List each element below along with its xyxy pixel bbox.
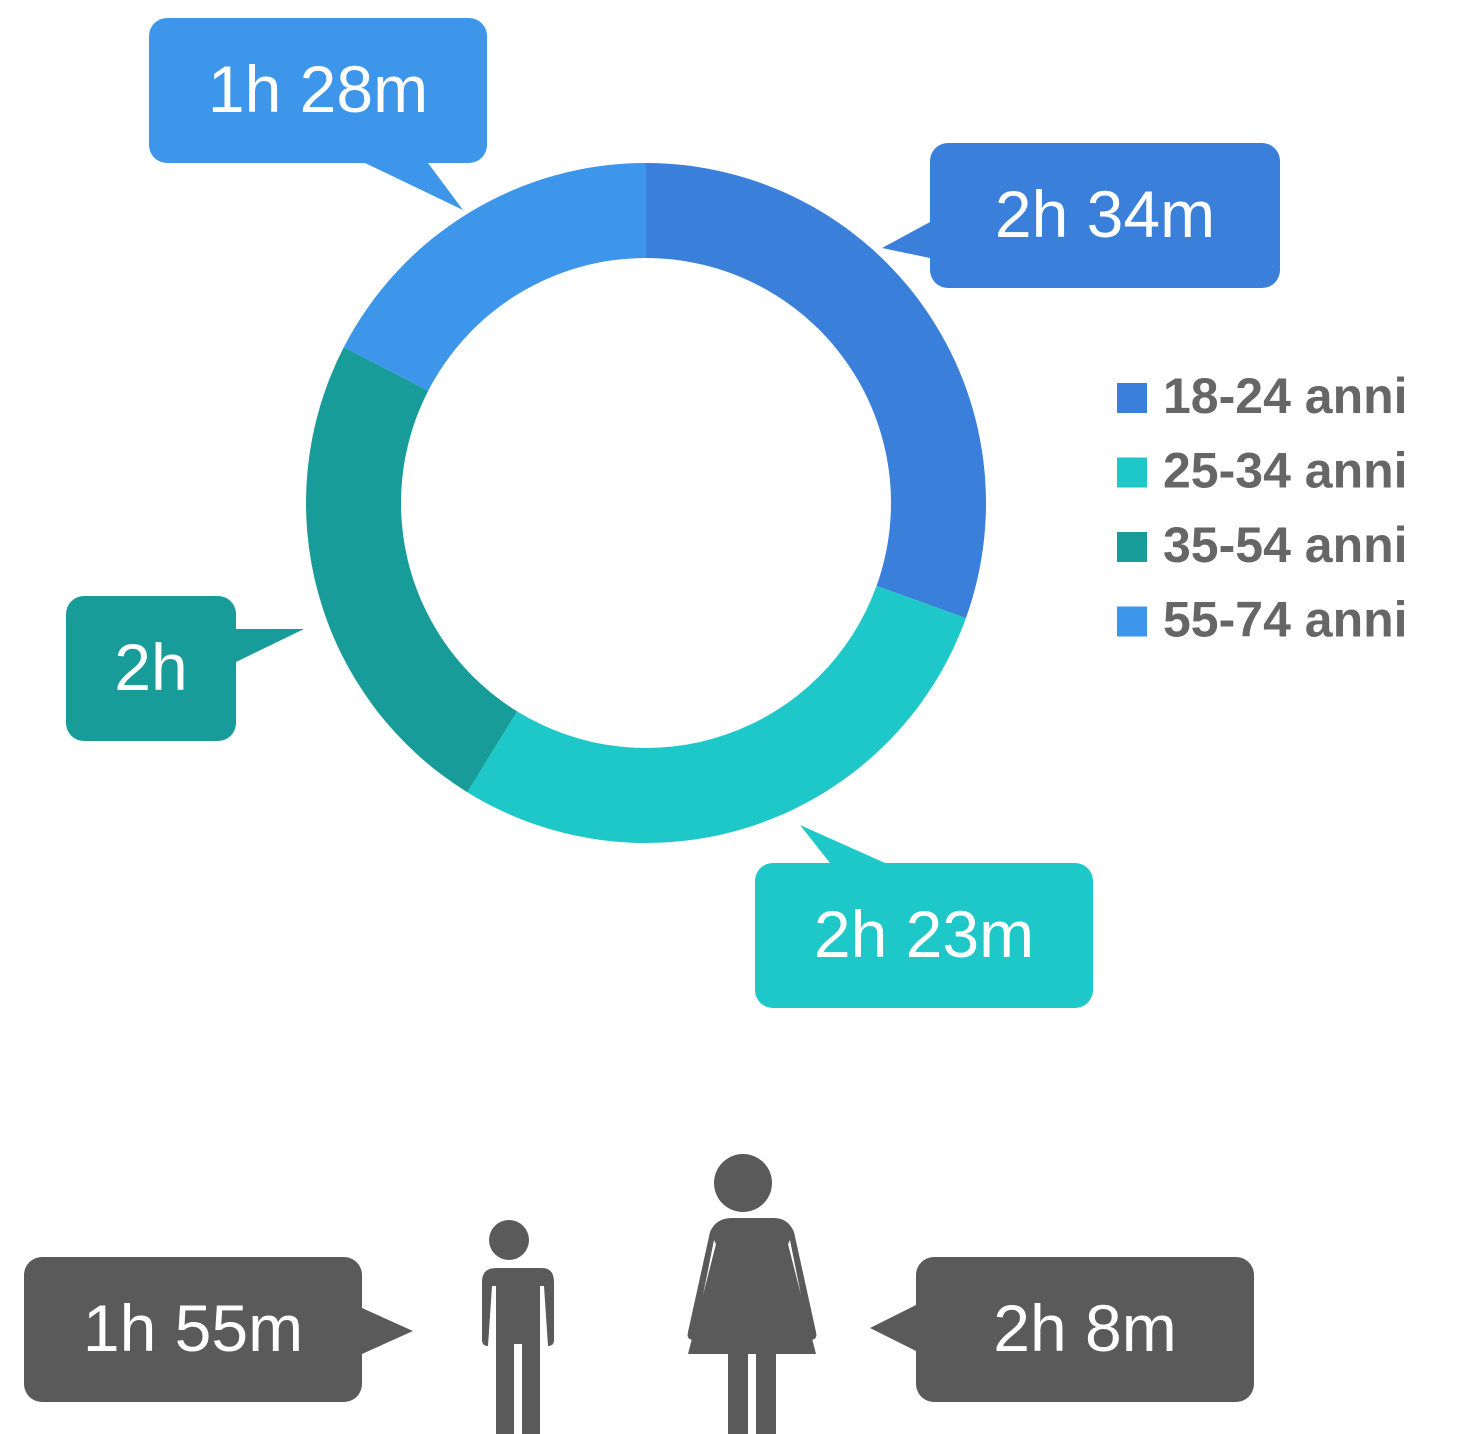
- callout-pointer: [362, 1308, 413, 1354]
- callout-label: 2h 34m: [995, 177, 1215, 251]
- callout-label: 1h 28m: [208, 52, 428, 126]
- callout-label: 2h: [114, 630, 187, 704]
- donut-segment: [305, 347, 518, 793]
- callout-label: 2h 23m: [814, 897, 1034, 971]
- callout-label: 1h 55m: [83, 1291, 303, 1365]
- callout-box: [916, 1257, 1254, 1402]
- female-icon: [687, 1154, 817, 1434]
- callout-pointer: [800, 825, 885, 863]
- callout-box: [149, 18, 487, 163]
- callout-pointer: [236, 629, 304, 662]
- callout-pointer: [870, 1305, 916, 1351]
- legend-swatch: [1117, 383, 1147, 413]
- donut-segment: [343, 163, 646, 391]
- legend-swatch: [1117, 457, 1147, 488]
- legend-label: 55-74 anni: [1163, 592, 1408, 648]
- male-icon: [476, 1220, 554, 1434]
- callout-box: [24, 1257, 362, 1402]
- callout-pointer: [365, 163, 463, 210]
- donut-segment: [467, 585, 966, 843]
- legend-swatch: [1117, 606, 1147, 637]
- callout-pointer: [882, 222, 930, 258]
- callout-box: [755, 863, 1093, 1008]
- legend-label: 18-24 anni: [1163, 368, 1408, 424]
- donut-segment: [646, 163, 986, 619]
- legend-label: 25-34 anni: [1163, 443, 1408, 499]
- callout-label: 2h 8m: [993, 1291, 1176, 1365]
- legend-swatch: [1117, 532, 1147, 562]
- legend-label: 35-54 anni: [1163, 517, 1408, 573]
- callout-box: [930, 143, 1280, 288]
- callout-box: [66, 596, 236, 741]
